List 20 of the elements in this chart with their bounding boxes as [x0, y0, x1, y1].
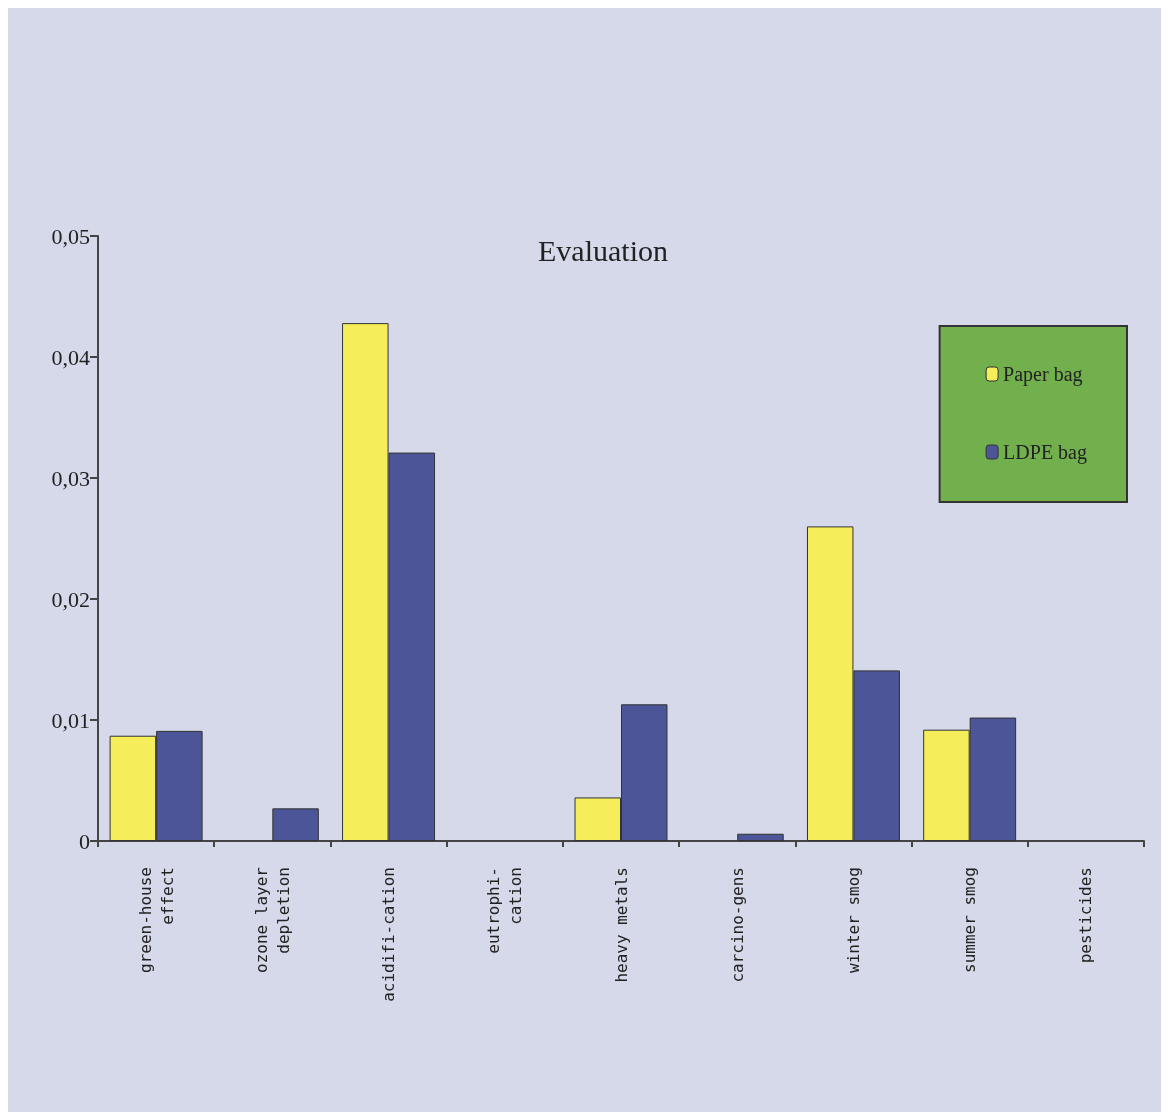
y-tick-label: 0,01 — [51, 707, 90, 733]
x-tick-label: summer smog — [960, 867, 980, 973]
y-tick-label: 0,04 — [51, 344, 90, 370]
chart-title: Evaluation — [538, 233, 668, 267]
bar — [272, 808, 319, 841]
x-tick-label: carcino-gens — [727, 867, 747, 983]
x-tick-label: green-house effect — [135, 867, 177, 973]
legend-label: Paper bag — [1003, 363, 1083, 386]
y-tick-label: 0,03 — [51, 465, 90, 491]
x-tick-label: eutrophi- cation — [484, 867, 526, 954]
y-tick-label: 0 — [79, 828, 90, 854]
x-tick-label: heavy metals — [611, 867, 631, 983]
x-tick-label: winter smog — [843, 867, 863, 973]
y-tick-label: 0,05 — [51, 223, 90, 249]
x-tick-label: pesticides — [1076, 867, 1096, 964]
bar — [737, 833, 784, 841]
y-tick-label: 0,02 — [51, 586, 90, 612]
x-tick-label: ozone layer depletion — [251, 866, 293, 973]
legend-label: LDPE bag — [1003, 441, 1088, 464]
x-tick-label: acidifi-cation — [379, 867, 399, 1002]
